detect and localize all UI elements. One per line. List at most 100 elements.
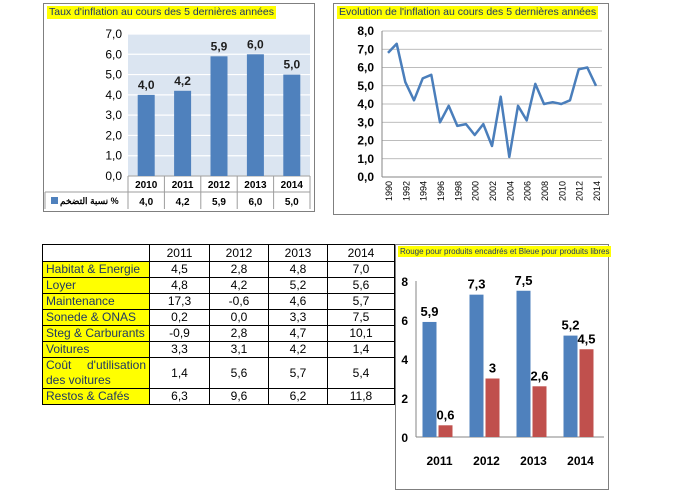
blue-bar <box>563 335 578 437</box>
grouped-bar-chart: 0 2 4 6 8 2011 5,9 0,6 2012 7,3 3 2013 7,5 2,6 2014 5,2… <box>401 273 604 468</box>
x-tick-label: 2014 <box>567 454 594 468</box>
grouped-chart-title: Rouge pour produits encadrés et Bleue po… <box>398 246 612 257</box>
y-tick-label: 7,0 <box>357 42 374 56</box>
row-label: Loyer <box>42 277 150 294</box>
table-row: Steg & Carburants -0,9 2,8 4,7 10,1 <box>42 325 395 342</box>
y-tick-label: 0,0 <box>105 169 122 183</box>
row-label: Coût d'utilisation des voitures <box>42 357 150 389</box>
inflation-line-chart-panel: Evolution de l'inflation au cours des 5 … <box>333 3 609 215</box>
y-tick-label: 6,0 <box>357 61 374 75</box>
table-cell: 3,3 <box>149 341 210 358</box>
bar-chart-title: Taux d'inflation au cours des 5 dernière… <box>47 6 276 19</box>
x-tick-label: 2012 <box>473 454 500 468</box>
x-tick-label: 2008 <box>540 181 550 201</box>
table-cell: 5,6 <box>327 277 395 294</box>
x-tick-label: 2012 <box>575 181 585 201</box>
y-tick-label: 6,0 <box>105 47 122 61</box>
table-cell: 3,3 <box>268 309 328 326</box>
y-tick-label: 0 <box>401 431 408 445</box>
table-header-cell: 2013 <box>268 244 328 262</box>
table-cell: 7,0 <box>327 261 395 278</box>
y-tick-label: 3,0 <box>357 115 374 129</box>
table-cell: 4,2 <box>268 341 328 358</box>
table-cell: 2,8 <box>209 261 269 278</box>
table-header-row: 2011 2012 2013 2014 <box>42 244 395 262</box>
inflation-bar-chart: 0,0 1,0 2,0 3,0 4,0 5,0 6,0 7,0 4,0 2010 4,0 4,2 201… <box>44 27 311 209</box>
table-row: Maintenance 17,3 -0,6 4,6 5,7 <box>42 293 395 310</box>
inflation-series-line <box>387 42 598 159</box>
x-tick-label: 2010 <box>557 181 567 201</box>
x-tick-label: 2014 <box>592 181 602 201</box>
table-cell: 1,4 <box>149 357 210 389</box>
x-tick-label: 2014 <box>281 180 304 191</box>
x-tick-label: 2013 <box>244 180 267 191</box>
table-cell: 5,6 <box>209 357 269 389</box>
inflation-bar-chart-panel: Taux d'inflation au cours des 5 dernière… <box>43 3 315 212</box>
table-row: Coût d'utilisation des voitures 1,4 5,6 … <box>42 357 395 389</box>
x-tick-label: 2013 <box>520 454 547 468</box>
x-tick-label: 1994 <box>419 181 429 201</box>
table-value: 4,2 <box>176 197 190 208</box>
data-label: 7,5 <box>514 273 532 288</box>
table-cell: 11,8 <box>327 388 395 405</box>
y-tick-label: 4,0 <box>357 97 374 111</box>
red-bar <box>438 425 453 437</box>
row-label: Maintenance <box>42 293 150 310</box>
x-tick-label: 2000 <box>471 181 481 201</box>
row-label: Sonede & ONAS <box>42 309 150 326</box>
x-tick-label: 2006 <box>523 181 533 201</box>
y-tick-label: 2,0 <box>357 134 374 148</box>
table-row: Habitat & Energie 4,5 2,8 4,8 7,0 <box>42 261 395 278</box>
table-cell: 9,6 <box>209 388 269 405</box>
table-cell: 4,8 <box>149 277 210 294</box>
data-label: 5,0 <box>283 58 300 72</box>
y-tick-label: 0,0 <box>357 170 374 184</box>
bar <box>137 94 155 176</box>
blue-bar <box>516 290 531 437</box>
row-label: Restos & Cafés <box>42 388 150 405</box>
data-label: 5,2 <box>561 318 579 333</box>
bar <box>246 54 264 176</box>
x-tick-label: 2004 <box>505 181 515 201</box>
data-label: 7,3 <box>467 277 485 292</box>
table-header-cell: 2011 <box>149 244 210 262</box>
row-label: Voitures <box>42 341 150 358</box>
x-tick-label: 1998 <box>453 181 463 201</box>
x-tick-label: 1990 <box>384 181 394 201</box>
table-cell: 5,7 <box>327 293 395 310</box>
table-row: Voitures 3,3 3,1 4,2 1,4 <box>42 341 395 358</box>
x-tick-label: 1992 <box>401 181 411 201</box>
table-value: 4,0 <box>139 197 153 208</box>
data-label: 4,5 <box>577 331 595 346</box>
table-cell: 2,8 <box>209 325 269 342</box>
y-tick-label: 6 <box>401 314 408 328</box>
table-header-cell <box>42 244 150 262</box>
table-cell: 4,8 <box>268 261 328 278</box>
table-cell: -0,6 <box>209 293 269 310</box>
data-label: 3 <box>489 361 496 376</box>
x-tick-label: 2011 <box>426 454 452 468</box>
y-tick-label: 8,0 <box>357 24 374 38</box>
y-tick-label: 1,0 <box>357 152 374 166</box>
table-value: 5,9 <box>212 197 226 208</box>
x-tick-label: 1996 <box>436 181 446 201</box>
table-row: Sonede & ONAS 0,2 0,0 3,3 7,5 <box>42 309 395 326</box>
red-bar <box>579 349 594 437</box>
x-tick-label: 2002 <box>488 181 498 201</box>
table-cell: 5,4 <box>327 357 395 389</box>
y-tick-label: 3,0 <box>105 108 122 122</box>
red-bar <box>532 386 547 437</box>
data-label: 4,2 <box>174 74 191 88</box>
table-header-cell: 2012 <box>209 244 269 262</box>
table-cell: 4,7 <box>268 325 328 342</box>
table-cell: 5,2 <box>268 277 328 294</box>
inflation-line-chart: 0,0 1,0 2,0 3,0 4,0 5,0 6,0 7,0 8,0 1990 1992 1994 1… <box>357 24 602 201</box>
table-cell: -0,9 <box>149 325 210 342</box>
x-tick-label: 2012 <box>208 180 231 191</box>
table-value: 5,0 <box>285 197 299 208</box>
legend-swatch <box>51 197 58 204</box>
table-cell: 0,0 <box>209 309 269 326</box>
y-tick-label: 4 <box>401 353 408 367</box>
data-label: 5,9 <box>211 39 228 53</box>
table-cell: 3,1 <box>209 341 269 358</box>
